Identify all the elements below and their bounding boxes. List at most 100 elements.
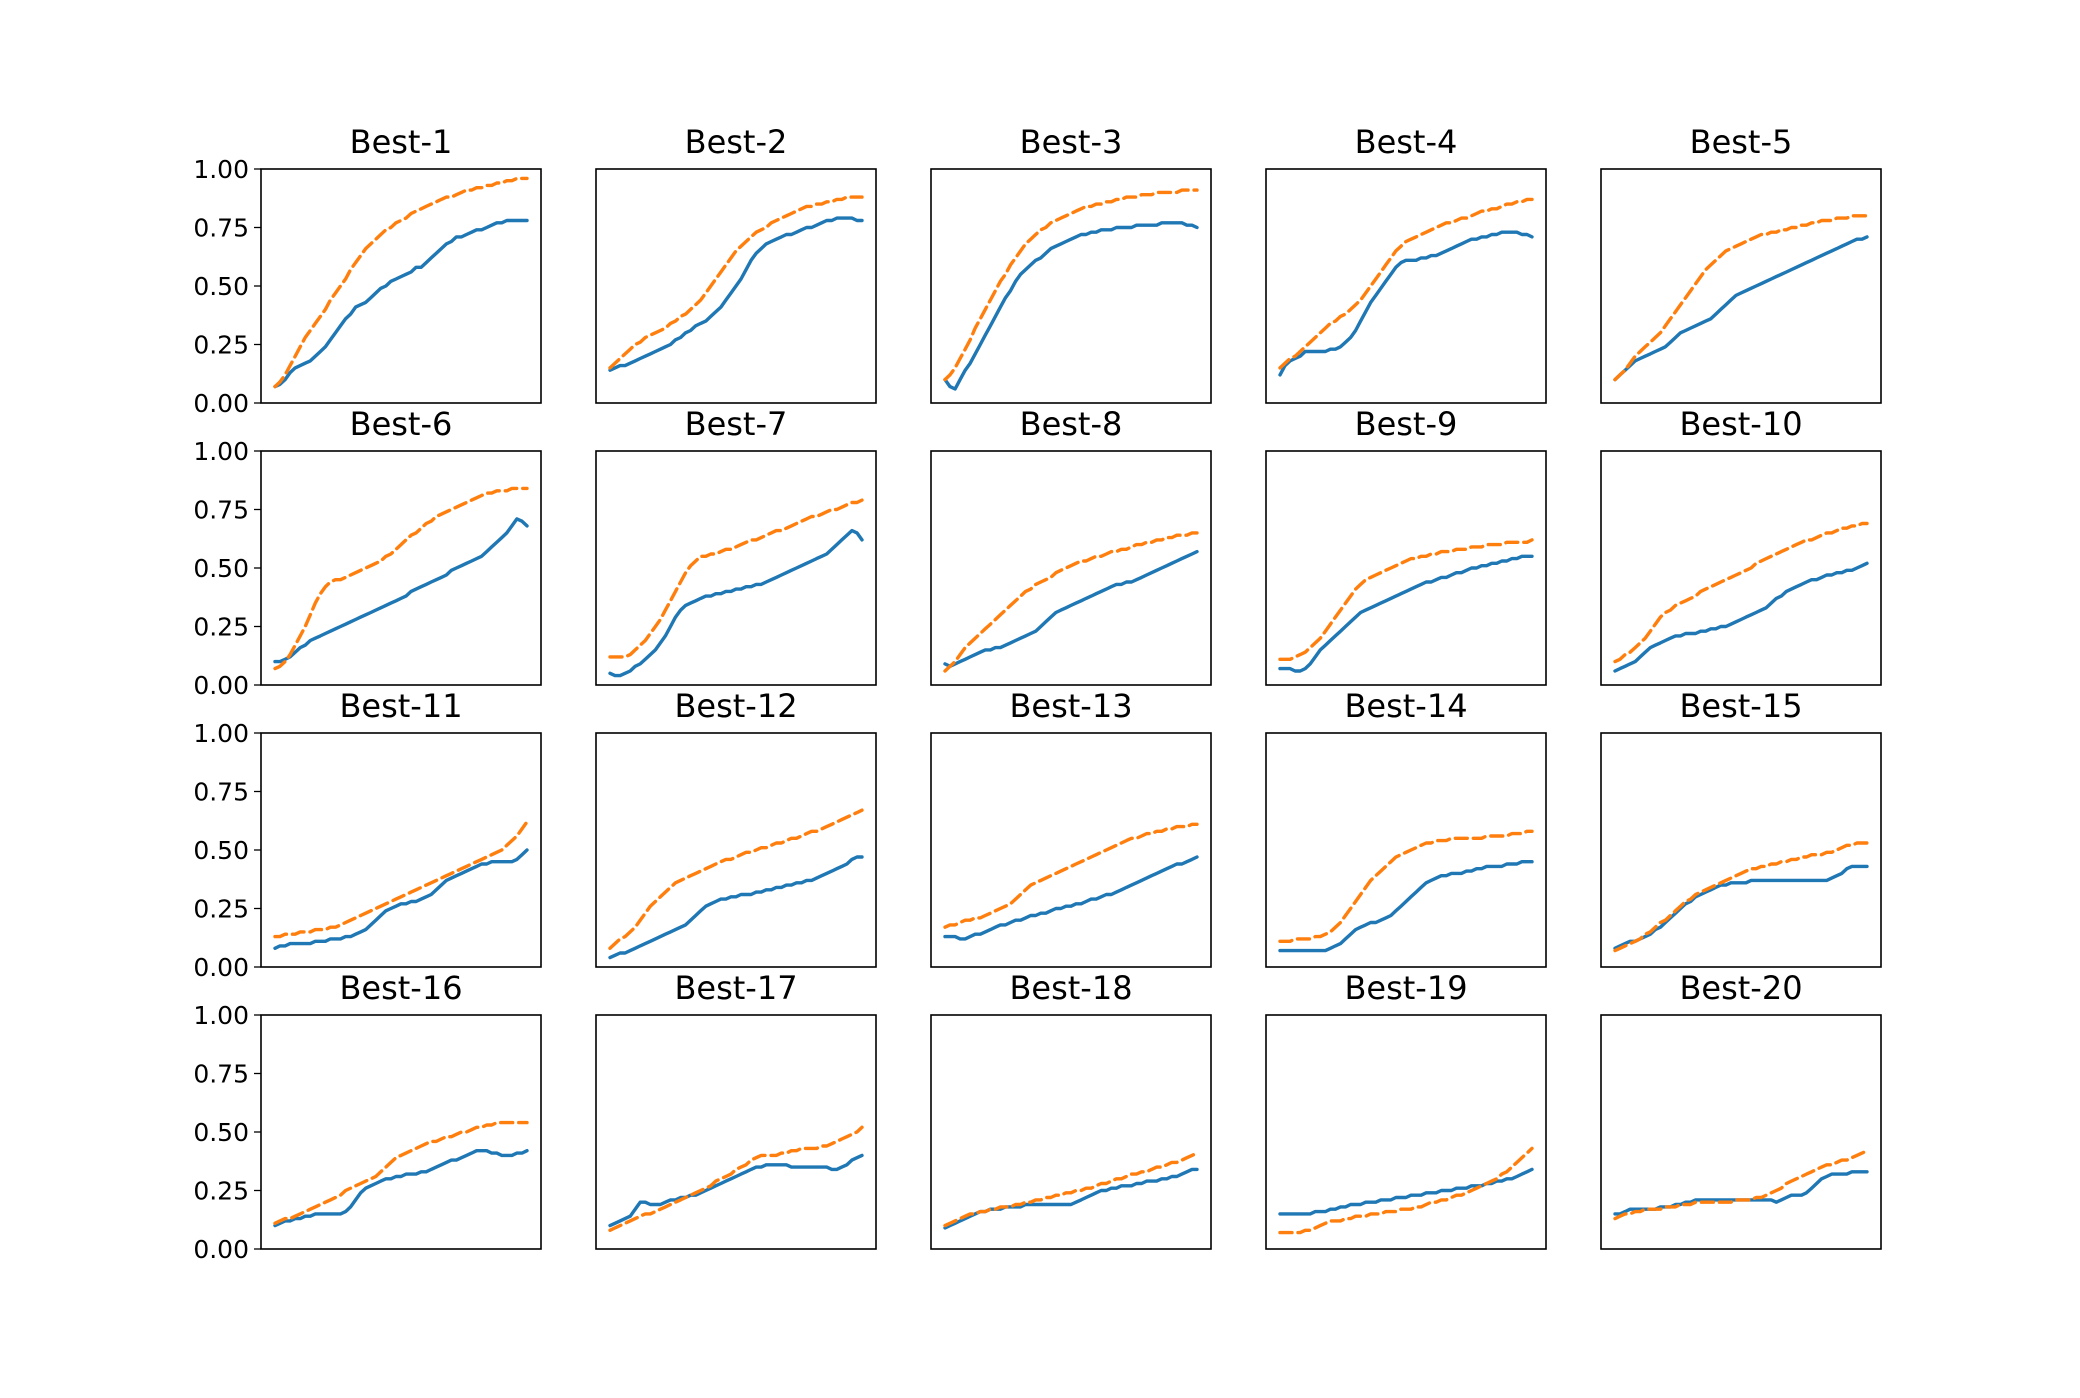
axes-frame <box>1600 168 1882 404</box>
solid-series-line <box>608 1153 864 1228</box>
panel-title: Best-4 <box>1355 123 1458 161</box>
axes-frame <box>930 450 1212 686</box>
panel-title: Best-19 <box>1344 969 1467 1007</box>
panel-19: Best-19 <box>1265 969 1547 1250</box>
y-tick-label: 0.50 <box>193 272 249 301</box>
dashed-series-line <box>273 176 529 389</box>
dashed-series-line <box>273 1120 529 1226</box>
solid-series-line <box>1278 860 1534 953</box>
solid-series-line <box>1278 554 1534 673</box>
y-tick-label: 0.00 <box>193 953 249 982</box>
panel-title: Best-14 <box>1344 687 1467 725</box>
dashed-series-line <box>608 1125 864 1233</box>
solid-series-line <box>273 218 529 389</box>
dashed-series-line <box>1613 214 1869 382</box>
panel-title: Best-17 <box>674 969 797 1007</box>
panel-10: Best-10 <box>1600 405 1882 686</box>
solid-series-line <box>273 517 529 664</box>
y-tick-label: 0.75 <box>193 1060 249 1089</box>
axes-frame <box>1265 168 1547 404</box>
panel-3: Best-3 <box>930 123 1212 404</box>
dashed-series-line <box>273 486 529 671</box>
axes-frame <box>1265 450 1547 686</box>
panel-title: Best-1 <box>350 123 453 161</box>
axes-frame <box>595 1014 877 1250</box>
axes-frame <box>1265 1014 1547 1250</box>
panel-13: Best-13 <box>930 687 1212 968</box>
y-tick-label: 1.00 <box>193 719 249 748</box>
panel-title: Best-20 <box>1679 969 1802 1007</box>
dashed-series-line <box>1613 1148 1869 1221</box>
solid-series-line <box>943 855 1199 941</box>
panel-title: Best-8 <box>1020 405 1123 443</box>
y-tick-label: 0.75 <box>193 778 249 807</box>
y-tick-label: 0.50 <box>193 554 249 583</box>
dashed-series-line <box>943 531 1199 673</box>
y-tick-label: 1.00 <box>193 1001 249 1030</box>
y-tick-label: 0.25 <box>193 331 249 360</box>
dashed-series-line <box>1278 197 1534 370</box>
dashed-series-line <box>1613 521 1869 664</box>
panel-title: Best-11 <box>339 687 462 725</box>
dashed-series-line <box>943 822 1199 929</box>
panel-title: Best-16 <box>339 969 462 1007</box>
panel-2: Best-2 <box>595 123 877 404</box>
panel-17: Best-17 <box>595 969 877 1250</box>
solid-series-line <box>273 848 529 950</box>
axes-frame <box>1265 732 1547 968</box>
y-tick-label: 0.50 <box>193 1118 249 1147</box>
panel-11: Best-11 0.00 0.25 0.50 0.75 1.00 <box>193 687 542 982</box>
panel-1: Best-1 0.00 0.25 0.50 0.75 1.00 <box>193 123 542 418</box>
solid-series-line <box>1613 864 1869 950</box>
y-tick-label: 0.25 <box>193 895 249 924</box>
dashed-series-line <box>608 498 864 659</box>
dashed-series-line <box>608 195 864 370</box>
panel-title: Best-7 <box>685 405 788 443</box>
solid-series-line <box>273 1148 529 1228</box>
panel-4: Best-4 <box>1265 123 1547 404</box>
axes-frame <box>595 732 877 968</box>
solid-series-line <box>943 221 1199 391</box>
y-tick-label: 0.25 <box>193 613 249 642</box>
y-tick-label: 0.00 <box>193 671 249 700</box>
panel-12: Best-12 <box>595 687 877 968</box>
dashed-series-line <box>1278 829 1534 943</box>
solid-series-line <box>1613 561 1869 673</box>
panel-title: Best-5 <box>1690 123 1793 161</box>
dashed-series-line <box>943 188 1199 382</box>
panel-title: Best-18 <box>1009 969 1132 1007</box>
axes-frame <box>930 168 1212 404</box>
solid-series-line <box>943 549 1199 668</box>
panel-9: Best-9 <box>1265 405 1547 686</box>
panel-title: Best-3 <box>1020 123 1123 161</box>
dashed-series-line <box>608 808 864 950</box>
solid-series-line <box>1613 235 1869 382</box>
dashed-series-line <box>1278 1146 1534 1235</box>
y-tick-label: 0.00 <box>193 1235 249 1264</box>
panel-15: Best-15 <box>1600 687 1882 968</box>
y-tick-label: 0.25 <box>193 1177 249 1206</box>
panel-14: Best-14 <box>1265 687 1547 968</box>
panel-20: Best-20 <box>1600 969 1882 1250</box>
dashed-series-line <box>273 820 529 939</box>
panel-7: Best-7 <box>595 405 877 686</box>
dashed-series-line <box>1278 538 1534 661</box>
y-tick-label: 0.50 <box>193 836 249 865</box>
axes-frame <box>930 1014 1212 1250</box>
axes-frame <box>1600 1014 1882 1250</box>
panel-6: Best-6 0.00 0.25 0.50 0.75 1.00 <box>193 405 542 700</box>
panel-title: Best-2 <box>685 123 788 161</box>
axes-frame <box>595 450 877 686</box>
y-tick-label: 1.00 <box>193 155 249 184</box>
panel-title: Best-12 <box>674 687 797 725</box>
panel-5: Best-5 <box>1600 123 1882 404</box>
panel-18: Best-18 <box>930 969 1212 1250</box>
panel-title: Best-15 <box>1679 687 1802 725</box>
dashed-series-line <box>1613 841 1869 953</box>
panel-title: Best-9 <box>1355 405 1458 443</box>
solid-series-line <box>608 216 864 372</box>
panel-8: Best-8 <box>930 405 1212 686</box>
axes-frame <box>1600 450 1882 686</box>
